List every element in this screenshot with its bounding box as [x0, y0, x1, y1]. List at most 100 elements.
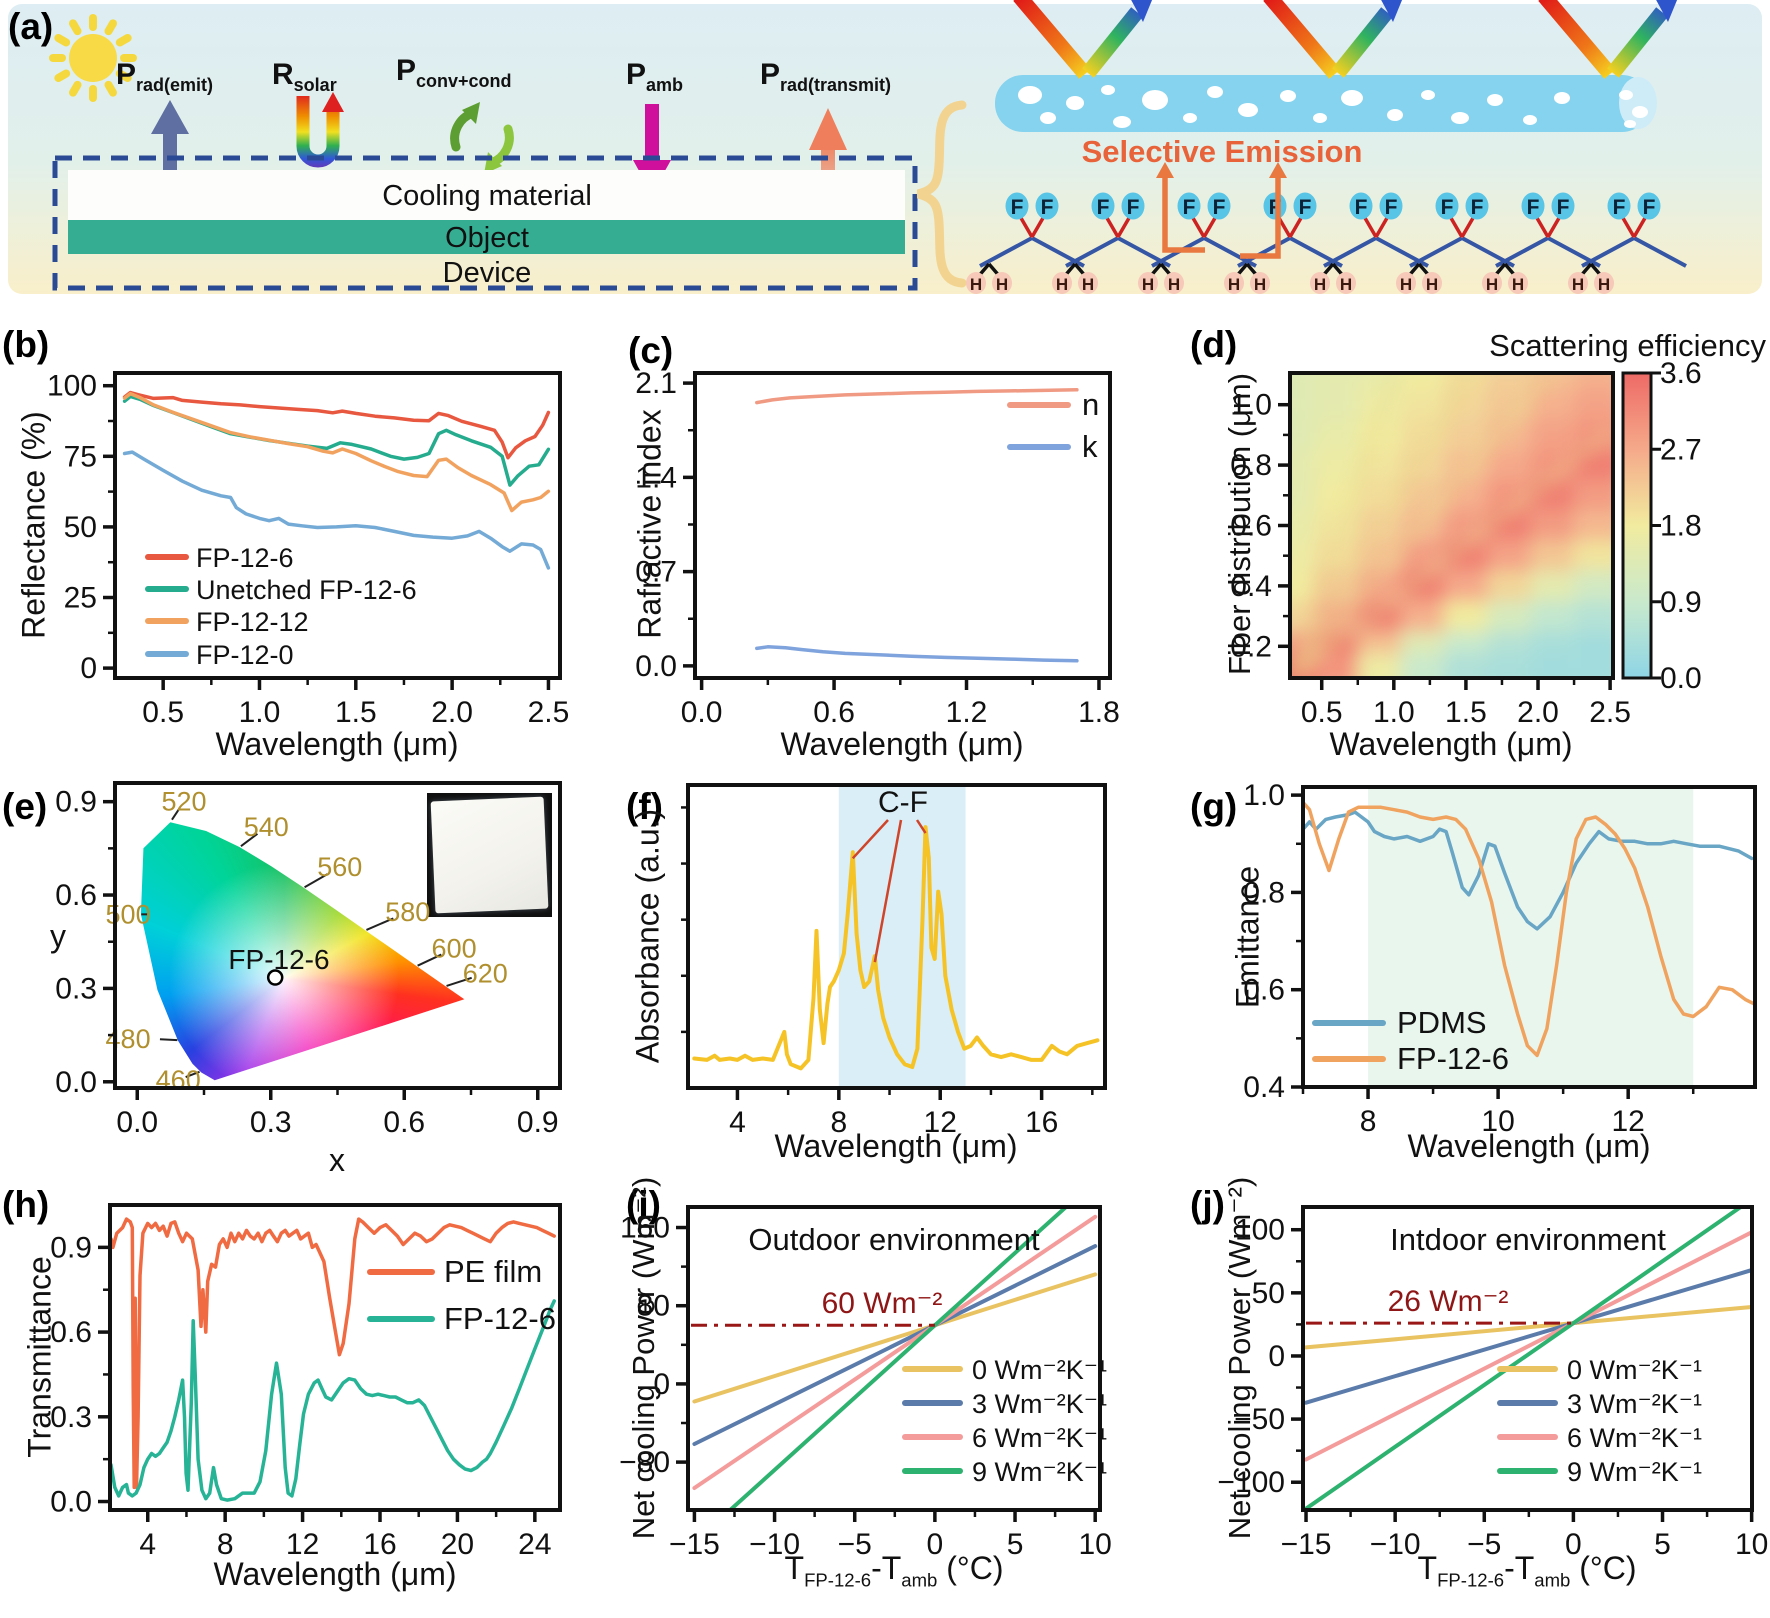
cooling-material-label: Cooling material [382, 180, 592, 212]
x-tick-label: 10 [1481, 1105, 1514, 1138]
svg-text:H: H [1314, 275, 1326, 294]
y-tick-label: 100 [1235, 1214, 1285, 1247]
panel-i-letter: (i) [626, 1184, 661, 1225]
f-atom [1177, 192, 1201, 220]
svg-text:F: F [1613, 196, 1626, 219]
x-tick-label: 2.5 [528, 696, 570, 729]
f-atom [1091, 192, 1115, 220]
axes-frame [113, 781, 562, 1090]
x-tick-label: 10 [1735, 1528, 1768, 1561]
svg-text:F: F [1183, 196, 1196, 219]
x-tick-label: 1.5 [335, 696, 377, 729]
panel-b-chart: 0.5 1.0 1.5 2.0 2.5 0 25 50 75 100 FP-12-6Unetched… [47, 370, 569, 729]
cie-wavelength-label: 520 [161, 787, 206, 817]
axes-frame [108, 1203, 562, 1512]
y-tick-label: 0.0 [635, 650, 677, 683]
i-title: Outdoor environment [748, 1222, 1040, 1257]
sample-photo-inset [427, 793, 552, 917]
scatter-streak [1292, 425, 1613, 678]
d-title: Scattering efficiency [1489, 328, 1766, 363]
g-y-axis-label: Emittance [1229, 865, 1266, 1009]
axes-frame [1301, 785, 1757, 1089]
legend-label: FP-12-6 [1397, 1041, 1509, 1076]
e-y-axis-label: y [50, 918, 66, 954]
cie-wavelength-tick [304, 873, 328, 889]
c-y-axis-label: Rafractive index [631, 409, 668, 639]
series-0-wm⁻²k⁻¹ [1304, 1305, 1752, 1350]
pore [1387, 109, 1403, 121]
legend-label: 3 Wm⁻²K⁻¹ [972, 1389, 1107, 1419]
x-tick-label: 24 [518, 1528, 551, 1561]
svg-text:H: H [1426, 275, 1438, 294]
panel-i-chart: −15 −10 −5 0 5 10 −80 0 80 160 0 Wm⁻²K⁻¹ 3 Wm⁻²K⁻¹ 6… [619, 1205, 1112, 1561]
system-dashed-box [52, 155, 918, 291]
cie-wavelength-tick [159, 1038, 178, 1042]
annotation-pointer-line [851, 819, 889, 860]
x-tick-label: 1.8 [1078, 696, 1120, 729]
x-tick-label: 10 [1079, 1528, 1112, 1561]
f-atom [1435, 192, 1459, 220]
axes-frame [1301, 1205, 1754, 1512]
svg-text:H: H [996, 275, 1008, 294]
pore [1421, 90, 1435, 100]
y-tick-label: −80 [619, 1446, 670, 1479]
svg-text:F: F [1299, 196, 1312, 219]
f-atom [1551, 192, 1575, 220]
b-y-axis-label: Reflectance (%) [15, 411, 52, 639]
f-atom [1207, 192, 1231, 220]
cie-wavelength-tick [185, 1070, 200, 1079]
i-x-axis-label: TFP-12-6-Tamb (°C) [784, 1550, 1004, 1591]
y-tick-label: 0.9 [55, 786, 97, 819]
pore [1066, 96, 1084, 110]
y-tick-label: 0.6 [1230, 510, 1272, 543]
y-tick-label: 0.6 [1243, 974, 1285, 1007]
y-tick-label: 1.0 [1230, 389, 1272, 422]
sun-icon [49, 14, 137, 102]
j-x-axis-label: TFP-12-6-Tamb (°C) [1417, 1550, 1637, 1591]
axes-frame [693, 371, 1112, 680]
svg-text:F: F [1355, 196, 1368, 219]
legend-label: FP-12-0 [196, 640, 294, 670]
pore [1101, 85, 1115, 95]
colorbar-tick-label: 3.6 [1660, 357, 1702, 390]
i-y-axis-label: Net cooling Power (Wm⁻²) [626, 1176, 661, 1540]
h-atom [966, 272, 986, 294]
series-fp-12-6 [122, 390, 551, 460]
flux-label-rad-transmit: Prad(transmit) [760, 58, 892, 95]
y-tick-label: −100 [1217, 1466, 1285, 1499]
h-atom [1508, 272, 1528, 294]
series-fp-12-6 [1303, 800, 1755, 1058]
g-x-axis-label: Wavelength (μm) [1407, 1128, 1651, 1164]
x-tick-label: 2.0 [431, 696, 473, 729]
h-atom [1250, 272, 1270, 294]
h-atom [1078, 272, 1098, 294]
cie-sample-point [266, 969, 284, 986]
x-tick-label: 2.0 [1517, 696, 1559, 729]
f-atom [1349, 192, 1373, 220]
selective-emission-label: Selective Emission [1081, 134, 1363, 169]
pore [1142, 90, 1168, 110]
series-fp-12-6-absorbance [692, 825, 1100, 1071]
y-tick-label: −50 [1234, 1403, 1285, 1436]
svg-text:H: H [1572, 275, 1584, 294]
x-tick-label: 0.3 [250, 1106, 292, 1139]
x-tick-label: −15 [669, 1528, 720, 1561]
svg-text:F: F [1471, 196, 1484, 219]
legend-label: FP-12-6 [444, 1301, 556, 1336]
y-tick-label: 0.6 [50, 1316, 92, 1349]
panel-g-letter: (g) [1190, 786, 1238, 827]
y-tick-label: 160 [620, 1212, 670, 1245]
h-atom [1422, 272, 1442, 294]
pore [1313, 113, 1327, 123]
h-atom [1224, 272, 1244, 294]
pore [1280, 90, 1296, 102]
x-tick-label: 0.5 [142, 696, 184, 729]
x-tick-label: 0.0 [116, 1106, 158, 1139]
x-tick-label: 8 [1360, 1105, 1377, 1138]
legend-label: 9 Wm⁻²K⁻¹ [1567, 1457, 1702, 1487]
legend-label: n [1082, 387, 1099, 422]
colorbar [1621, 371, 1653, 680]
pore [1341, 90, 1363, 106]
emission-arrow [1156, 162, 1205, 253]
